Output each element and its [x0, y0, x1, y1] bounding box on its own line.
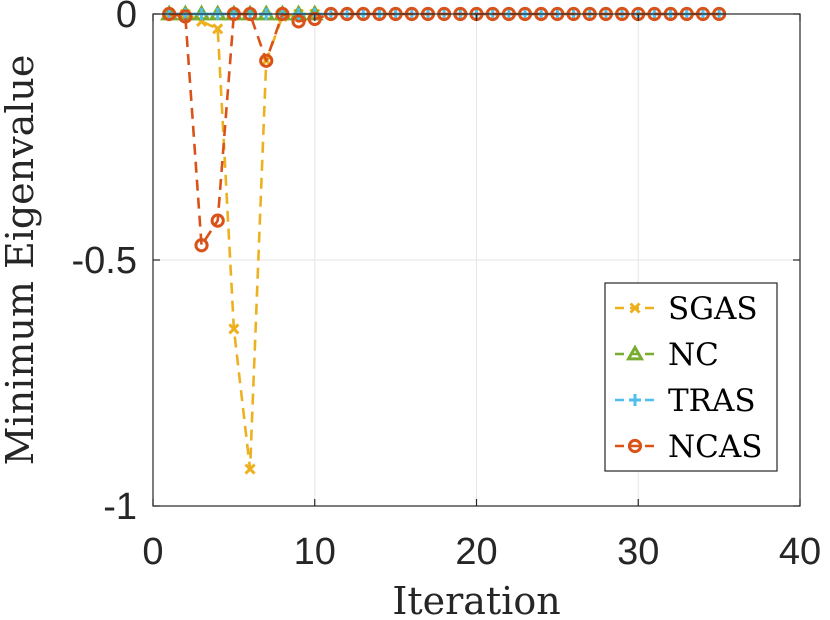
legend-marker-sgas — [629, 302, 641, 314]
data-point-ncas — [307, 11, 322, 27]
data-point-sgas — [244, 463, 256, 475]
series-line-sgas — [169, 12, 315, 471]
x-marker-stroke — [228, 323, 240, 335]
legend-marker-tras — [629, 394, 641, 406]
series-ncas — [162, 6, 727, 253]
legend-marker-nc — [625, 344, 645, 361]
x-tick-label: 40 — [779, 531, 821, 573]
legend: SGAS NC TRAS NCAS — [604, 282, 778, 472]
x-marker-stroke — [212, 23, 224, 35]
legend-label-sgas: SGAS — [668, 291, 758, 327]
data-point-ncas — [291, 14, 306, 29]
data-point-ncas — [178, 9, 193, 24]
data-point-sgas — [228, 323, 240, 335]
data-point-ncas — [194, 238, 209, 253]
legend-item-nc: NC — [615, 337, 719, 373]
data-point-ncas — [210, 213, 225, 228]
series-sgas — [163, 8, 321, 475]
y-tick-label: -1 — [103, 486, 137, 528]
legend-item-sgas: SGAS — [615, 291, 758, 327]
x-marker-stroke — [244, 463, 256, 475]
tick-labels: 0 10 20 30 40 -1 -0.5 0 — [72, 0, 822, 573]
series-layer — [160, 4, 727, 475]
x-tick-label: 20 — [455, 531, 497, 573]
data-point-sgas — [212, 23, 224, 35]
data-point-ncas — [259, 53, 274, 68]
legend-label-tras: TRAS — [668, 383, 756, 419]
legend-label-nc: NC — [668, 337, 719, 373]
y-tick-label: 0 — [116, 0, 137, 36]
x-tick-label: 10 — [294, 531, 336, 573]
y-tick-label: -0.5 — [72, 240, 137, 282]
y-axis-label: Minimum Eigenvalue — [0, 55, 42, 466]
x-tick-label: 0 — [142, 531, 163, 573]
series-line-ncas — [168, 12, 720, 247]
x-axis-label: Iteration — [392, 579, 560, 620]
legend-marker-ncas — [627, 438, 643, 454]
legend-item-ncas: NCAS — [615, 429, 762, 465]
x-tick-label: 30 — [617, 531, 659, 573]
grid — [153, 14, 800, 506]
legend-item-tras: TRAS — [615, 383, 756, 419]
legend-label-ncas: NCAS — [668, 429, 762, 465]
x-marker-stroke — [629, 302, 641, 314]
